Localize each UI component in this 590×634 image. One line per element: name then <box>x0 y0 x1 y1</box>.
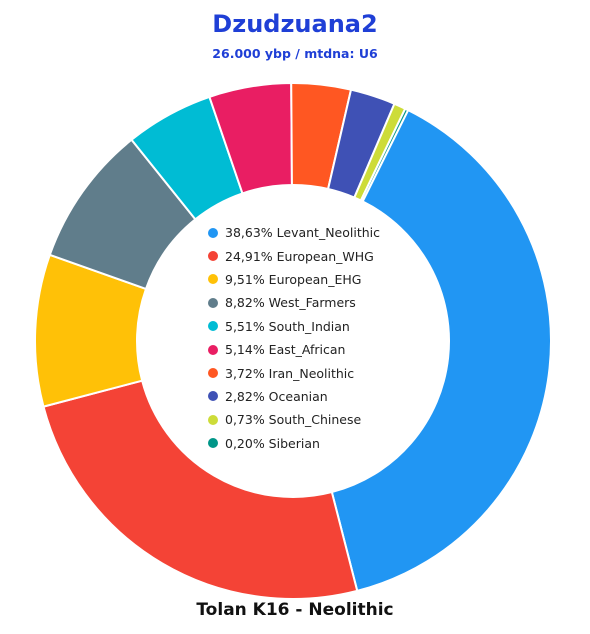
legend-dot <box>208 297 218 308</box>
legend-item-west-farmers[interactable]: 8,82% West_Farmers <box>208 291 380 314</box>
legend-item-south-chinese[interactable]: 0,73% South_Chinese <box>208 408 380 431</box>
legend-dot <box>208 344 218 355</box>
legend-item-european-whg[interactable]: 24,91% European_WHG <box>208 244 380 267</box>
donut-slice-european-whg[interactable] <box>42 379 359 600</box>
legend-item-iran-neolithic[interactable]: 3,72% Iran_Neolithic <box>208 361 380 384</box>
legend-item-siberian[interactable]: 0,20% Siberian <box>208 432 380 455</box>
legend-dot <box>208 274 218 285</box>
legend-label: 38,63% Levant_Neolithic <box>225 225 381 241</box>
chart-legend: 38,63% Levant_Neolithic 24,91% European_W… <box>208 221 380 455</box>
legend-label: 0,73% South_Chinese <box>225 412 362 428</box>
legend-label: 8,82% West_Farmers <box>225 295 356 311</box>
legend-label: 24,91% European_WHG <box>225 248 374 264</box>
legend-item-south-indian[interactable]: 5,51% South_Indian <box>208 315 380 338</box>
legend-item-oceanian[interactable]: 2,82% Oceanian <box>208 385 380 408</box>
chart-caption: Tolan K16 - Neolithic <box>196 600 394 620</box>
chart-subtitle: 26.000 ybp / mtdna: U6 <box>212 46 378 61</box>
legend-item-european-ehg[interactable]: 9,51% European_EHG <box>208 268 380 291</box>
legend-dot <box>208 368 218 379</box>
legend-item-east-african[interactable]: 5,14% East_African <box>208 338 380 361</box>
legend-dot <box>208 414 218 425</box>
legend-dot <box>208 391 218 402</box>
legend-label: 3,72% Iran_Neolithic <box>225 365 355 381</box>
legend-dot <box>208 438 218 449</box>
legend-dot <box>208 251 218 262</box>
legend-label: 9,51% European_EHG <box>225 271 362 287</box>
legend-label: 5,14% East_African <box>225 342 346 358</box>
legend-dot <box>208 227 218 238</box>
legend-label: 2,82% Oceanian <box>225 388 328 404</box>
chart-title: Dzudzuana2 <box>212 10 378 38</box>
legend-label: 5,51% South_Indian <box>225 318 350 334</box>
donut-slice-siberian[interactable] <box>359 107 410 203</box>
legend-dot <box>208 321 218 332</box>
legend-label: 0,20% Siberian <box>225 435 320 451</box>
donut-slice-levant-neolithic[interactable] <box>330 108 552 593</box>
legend-item-levant-neolithic[interactable]: 38,63% Levant_Neolithic <box>208 221 380 244</box>
